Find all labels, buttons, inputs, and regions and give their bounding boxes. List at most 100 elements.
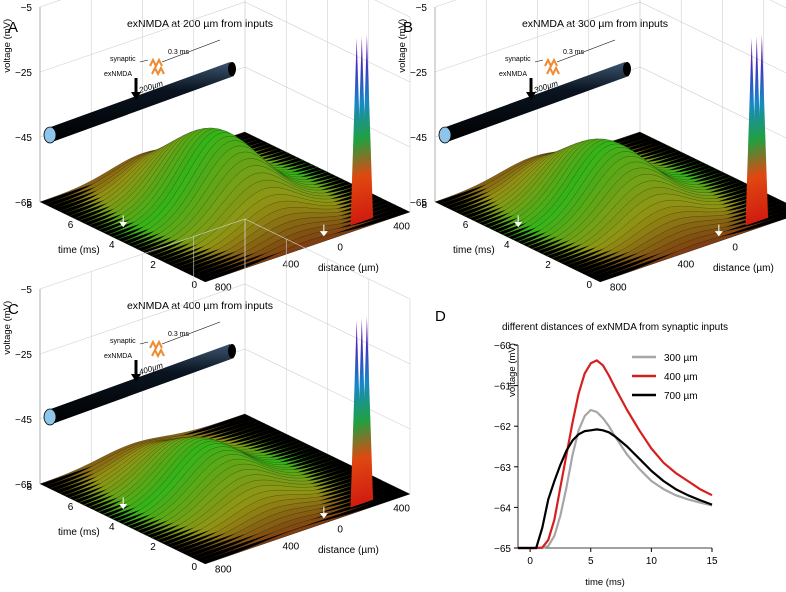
gridline: [39, 0, 411, 18]
panel-title: exNMDA at 400 µm from inputs: [127, 300, 273, 312]
synaptic-leader: [534, 59, 544, 63]
arrow-marker: [119, 497, 128, 510]
spike: [755, 34, 769, 223]
synaptic-leader: [139, 341, 149, 345]
surface-strip: [204, 211, 411, 283]
arrow-marker: [319, 224, 328, 237]
z-tick-label: −25: [15, 68, 32, 79]
exnmda-arrowhead: [526, 92, 536, 100]
synaptic-label: synaptic: [110, 338, 136, 345]
distance-tick-label: 0: [732, 243, 738, 254]
panel-letter-d: D: [435, 308, 446, 325]
time-tick-label: 8: [421, 200, 427, 211]
synaptic-bolt: [149, 57, 165, 77]
panel-d: D different distances of exNMDA from syn…: [435, 308, 728, 588]
time-tick-label: 8: [26, 200, 32, 211]
surface-strip: [599, 218, 786, 283]
synaptic-spike: [745, 34, 769, 226]
duration-leader: [556, 39, 616, 63]
z-tick-label: −45: [410, 133, 427, 144]
distance-tick-label: 400: [393, 222, 410, 233]
x-tick-label: 5: [588, 556, 594, 567]
synaptic-spike: [350, 316, 374, 508]
cylinder-end-far: [228, 62, 236, 76]
cylinder-end: [43, 126, 57, 144]
time-axis: 8 6 4 2 0: [26, 482, 197, 573]
cylinder-body: [48, 344, 234, 424]
distance-tick-label: 800: [215, 283, 232, 294]
panel-title: exNMDA at 200 µm from inputs: [127, 18, 273, 30]
z-axis-label: voltage (mV): [2, 301, 13, 355]
distance-axis-label: distance (µm): [318, 263, 379, 274]
time-axis-label: time (ms): [58, 527, 100, 538]
y-tick-label: −64: [494, 503, 511, 514]
arrow-marker: [714, 224, 723, 237]
synaptic-leader: [139, 59, 149, 63]
synaptic-label: synaptic: [505, 56, 531, 63]
distance-tick-label: 400: [393, 504, 410, 515]
panel-d-title: different distances of exNMDA from synap…: [502, 322, 728, 333]
synaptic-spike: [350, 34, 374, 226]
panel-letter: A: [8, 19, 18, 36]
panel-d-ylabel: voltage (mV): [507, 343, 518, 397]
x-tick-label: 10: [646, 556, 658, 567]
cylinder-body: [48, 62, 234, 142]
surface-strip: [199, 491, 406, 562]
time-tick-label: 4: [109, 240, 115, 251]
distance-tick-label: 0: [337, 525, 343, 536]
gridline: [434, 0, 786, 9]
duration-label: 0.3 ms: [168, 331, 190, 338]
time-axis-label: time (ms): [453, 245, 495, 256]
arrow-marker: [514, 215, 523, 228]
z-tick-label: −65: [15, 198, 32, 209]
distance-tick-label: 400: [678, 259, 695, 270]
distance-tick-label: 800: [610, 283, 627, 294]
time-axis: 8 6 4 2 0: [421, 200, 592, 291]
exnmda-arrowhead: [131, 374, 141, 382]
z-tick-label: −5: [416, 3, 428, 14]
y-tick-label: −63: [494, 463, 511, 474]
time-tick-label: 6: [463, 220, 469, 231]
distance-tick-label: 0: [337, 243, 343, 254]
z-axis-label: voltage (mV): [2, 19, 13, 73]
legend-label-0: 300 µm: [664, 353, 698, 364]
time-tick-label: 2: [150, 260, 156, 271]
panel-d-legend: 300 µm 400 µm 700 µm: [632, 353, 698, 402]
panel-d-series: [518, 359, 713, 550]
time-tick-label: 0: [191, 280, 197, 291]
time-tick-label: 0: [586, 280, 592, 291]
cylinder-body: [443, 62, 629, 142]
time-axis: 8 6 4 2 0: [26, 200, 197, 291]
synaptic-bolt: [149, 339, 165, 359]
surface: [434, 131, 786, 283]
z-tick-label: −5: [21, 3, 33, 14]
z-tick-label: −65: [410, 198, 427, 209]
z-tick-label: −25: [410, 68, 427, 79]
duration-leader: [161, 39, 221, 63]
duration-label: 0.3 ms: [563, 49, 585, 56]
surface: [39, 413, 411, 565]
cylinder-end-far: [228, 344, 236, 358]
z-tick-label: −25: [15, 350, 32, 361]
series-line-0: [518, 408, 713, 550]
cylinder-end: [438, 126, 452, 144]
synaptic-label: synaptic: [110, 56, 136, 63]
time-tick-label: 2: [545, 260, 551, 271]
time-tick-label: 6: [68, 502, 74, 513]
distance-tick-label: 800: [215, 565, 232, 576]
exnmda-arrowhead: [131, 92, 141, 100]
z-tick-label: −65: [15, 480, 32, 491]
duration-label: 0.3 ms: [168, 49, 190, 56]
exnmda-label: exNMDA: [104, 71, 132, 78]
y-tick-label: −62: [494, 422, 511, 433]
panel-d-xlabel: time (ms): [585, 577, 625, 588]
y-tick-label: −61: [494, 382, 511, 393]
